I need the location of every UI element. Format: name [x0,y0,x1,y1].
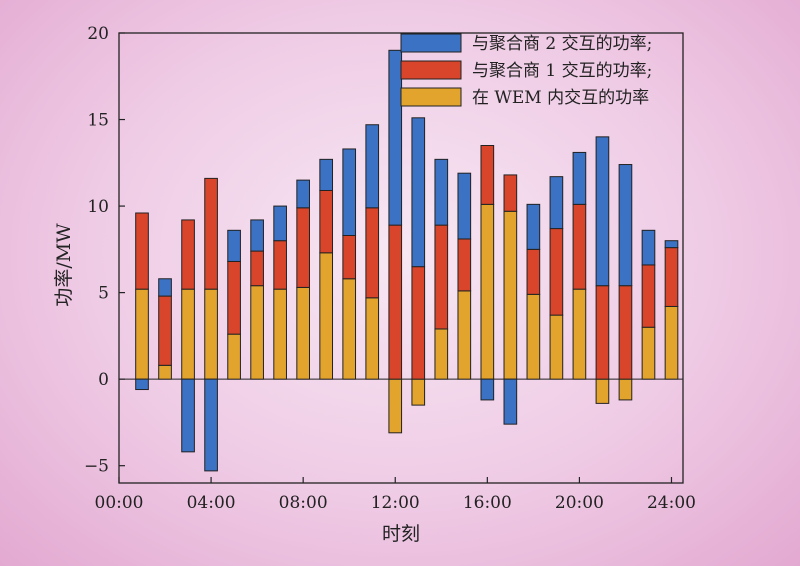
bar-segment [503,174,518,212]
bar-segment [227,229,241,262]
y-axis-title: 功率/MW [53,223,75,307]
bar-segment [526,293,541,380]
bar-segment [273,240,287,290]
bar-segment [296,207,310,288]
bar-segment [434,328,449,380]
bar-segment [572,288,587,380]
legend-swatch [400,60,462,80]
x-axis-title: 时刻 [382,523,420,545]
x-tick-label: 00:00 [95,493,144,513]
x-tick-label: 24:00 [647,493,696,513]
bar-segment [135,288,149,380]
bar-segment [480,203,495,380]
y-tick-label: 0 [98,370,109,390]
bar-segment [572,203,587,290]
bar-segment [319,158,334,192]
bar-segment [365,297,380,380]
bar-segment [664,305,679,380]
bars [135,49,679,472]
legend-label: 与聚合商 2 交互的功率; [472,34,652,54]
legend-label: 在 WEM 内交互的功率 [472,88,649,108]
bar-segment [549,176,564,230]
plot-frame [118,32,684,484]
x-tick-label: 04:00 [187,493,236,513]
bar-segment [250,219,264,252]
bar-segment [273,205,287,242]
y-tick-label: 15 [87,111,109,131]
y-tick-label: −5 [84,457,109,477]
bar-segment [526,248,541,295]
legend: 与聚合商 2 交互的功率; 与聚合商 1 交互的功率; 在 WEM 内交互的功率 [400,33,652,108]
bar-segment [572,151,587,205]
bar-segment [641,229,656,266]
bar-segment [319,252,334,380]
bar-segment [595,378,610,404]
bar-segment [595,136,610,287]
bar-segment [388,378,403,434]
bar-segment [135,378,149,391]
bar-segment [181,378,195,453]
bar-segment [250,285,264,380]
bar-segment [342,278,357,380]
y-tick-label: 5 [98,284,109,304]
bar-segment [158,295,172,366]
legend-swatch [400,87,462,107]
bar-segment [480,378,495,401]
bar-segment [503,210,518,380]
bar-segment [411,117,426,268]
legend-label: 与聚合商 1 交互的功率; [472,61,652,81]
bar-segment [411,266,426,380]
bar-segment [641,326,656,380]
bar-segment [273,288,287,380]
bar-segment [457,238,472,292]
bar-segment [227,260,241,335]
bar-segment [664,240,679,249]
bar-segment [618,285,633,380]
bar-segment [434,158,449,226]
y-tick-label: 20 [87,24,109,44]
bar-segment [204,378,218,472]
bar-segment [503,378,518,425]
bar-segment [457,290,472,380]
bar-segment [296,286,310,380]
bar-segment [296,179,310,209]
bar-segment [342,148,357,236]
x-tick-label: 12:00 [371,493,420,513]
bar-segment [595,285,610,380]
bar-segment [342,235,357,280]
bar-segment [158,364,172,380]
bar-segment [135,212,149,290]
legend-swatch [400,33,462,53]
x-tick-label: 08:00 [279,493,328,513]
bar-segment [549,314,564,380]
x-tick-label: 16:00 [463,493,512,513]
bar-segment [365,124,380,209]
tick-labels: −5 0 5 10 15 20 00:00 04:00 08:00 12:00 16:00 20:00… [84,24,696,513]
bar-segment [457,172,472,240]
bar-segment [434,224,449,330]
bar-segment [641,264,656,328]
bar-segment [227,333,241,380]
bar-segment [204,288,218,380]
bar-segment [388,49,403,226]
x-tick-label: 20:00 [555,493,604,513]
bar-segment [204,177,218,290]
bar-segment [664,247,679,307]
bar-segment [618,164,633,287]
bar-segment [411,378,426,406]
bar-segment [618,378,633,401]
bar-segment [526,203,541,250]
bar-segment [549,228,564,316]
bar-segment [319,190,334,254]
bar-segment [181,219,195,290]
bar-segment [388,224,403,380]
bar-segment [158,278,172,297]
bar-segment [365,207,380,299]
y-tick-label: 10 [87,197,109,217]
bar-segment [480,145,495,205]
bar-segment [181,288,195,380]
bar-segment [250,250,264,287]
